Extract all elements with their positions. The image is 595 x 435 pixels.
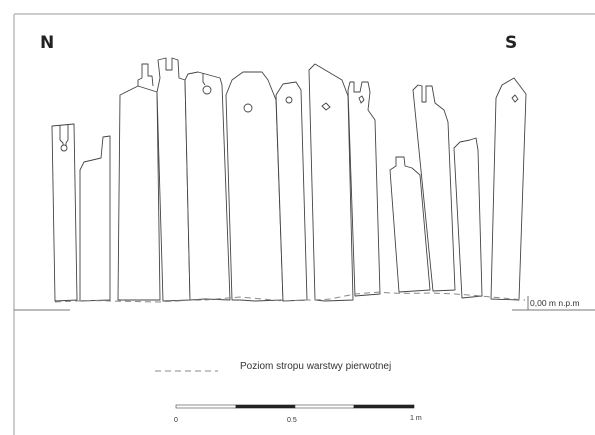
scale-tick-half: 0.5 <box>287 417 297 424</box>
scale-bar: 0 0.5 1 m <box>174 404 422 424</box>
plank-6 <box>225 71 284 302</box>
plank-5-hole <box>202 85 212 95</box>
scale-segment-1 <box>175 404 237 409</box>
planks-group <box>51 57 527 302</box>
plank-11 <box>412 84 456 292</box>
scale-segment-3 <box>294 404 355 409</box>
scale-segment-4 <box>353 404 415 409</box>
scale-tick-1m: 1 m <box>410 415 422 422</box>
plank-6-hole <box>243 103 253 113</box>
scale-tick-0: 0 <box>174 417 178 424</box>
north-label: N <box>40 33 54 53</box>
scale-segment-2 <box>235 404 296 409</box>
plank-8 <box>308 63 354 302</box>
plank-9 <box>347 81 381 297</box>
legend-label: Poziom stropu warstwy pierwotnej <box>240 361 391 372</box>
south-label: S <box>505 33 517 53</box>
plank-5-notch <box>202 73 206 86</box>
plank-3-top <box>137 63 154 87</box>
plank-13 <box>490 77 527 301</box>
plank-1-hole <box>60 144 68 152</box>
plank-8-hole <box>321 102 331 111</box>
plank-3 <box>117 85 161 301</box>
plank-7-hole <box>285 96 293 104</box>
plank-2 <box>79 135 111 302</box>
level-label: 0,00 m n.p.m <box>530 298 580 308</box>
original-layer-line <box>54 291 526 303</box>
plank-7 <box>275 81 308 302</box>
plank-12 <box>453 137 483 299</box>
plank-1 <box>51 123 78 302</box>
plank-13-hole <box>511 94 519 103</box>
plank-5 <box>184 71 231 301</box>
plank-10 <box>389 156 431 293</box>
plank-9-hole <box>358 95 365 104</box>
